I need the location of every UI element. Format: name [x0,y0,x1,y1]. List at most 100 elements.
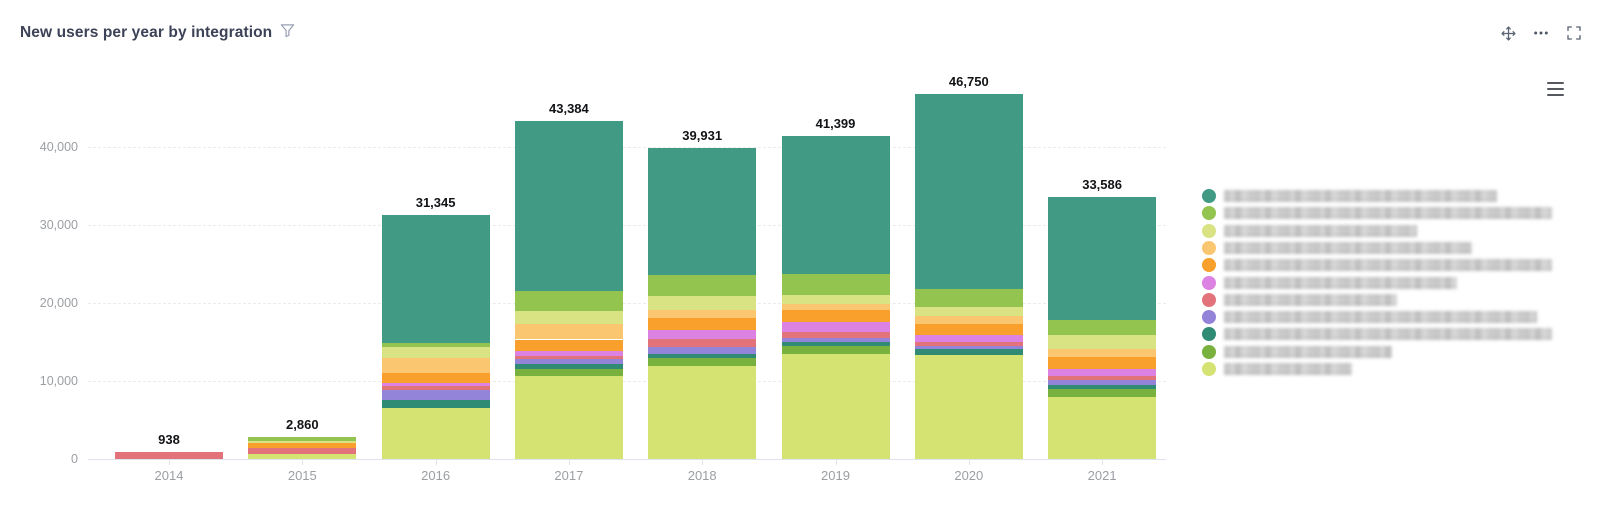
bar-segment[interactable] [381,214,490,343]
bar-segment[interactable] [1048,335,1157,349]
y-axis-label: 10,000 [39,374,78,388]
legend-item-dot[interactable] [1202,240,1216,255]
bar-segment[interactable] [648,147,757,276]
bar-segment[interactable] [514,310,623,324]
bar-segment[interactable] [781,136,890,274]
bar-segment[interactable] [781,342,890,346]
bar-segment[interactable] [1048,356,1157,369]
bar-segment[interactable] [914,345,1023,350]
bar-segment[interactable] [648,296,757,310]
bar-segment[interactable] [648,366,757,459]
bar-segment[interactable] [781,345,890,354]
bar-segment[interactable] [1048,197,1157,320]
bar-segment[interactable] [914,334,1023,343]
legend-item-dot[interactable] [1202,258,1216,273]
bar-segment[interactable] [514,355,623,359]
legend-item-dot[interactable] [1202,223,1216,238]
bar-segment[interactable] [781,303,890,310]
bar-segment[interactable] [514,339,623,351]
legend-item-label-redacted[interactable] [1224,207,1552,220]
bar-segment[interactable] [781,331,890,338]
legend-item-label-redacted[interactable] [1224,345,1392,358]
bar-segment[interactable] [914,316,1023,324]
bar-segment[interactable] [648,317,757,331]
legend-item-label-redacted[interactable] [1224,259,1552,272]
bar-segment[interactable] [914,355,1023,459]
bar-segment[interactable] [514,375,623,459]
x-axis-label: 2021 [1087,468,1117,483]
bar-segment[interactable] [381,373,490,383]
bar-segment[interactable] [1048,375,1157,380]
legend-item-label-redacted[interactable] [1224,293,1397,306]
legend-item-label-redacted[interactable] [1224,311,1537,324]
fullscreen-icon[interactable] [1565,24,1583,42]
bar-segment[interactable] [781,337,890,343]
bar-segment[interactable] [914,349,1023,356]
bar-segment[interactable] [381,382,490,387]
legend-item-dot[interactable] [1202,206,1216,221]
bar-segment[interactable] [381,342,490,348]
bar-segment[interactable] [648,339,757,348]
bar-segment[interactable] [248,454,357,459]
bar-segment[interactable] [381,358,490,374]
bar-segment[interactable] [914,323,1023,335]
bar-segment[interactable] [381,399,490,409]
bar-segment[interactable] [914,94,1023,290]
bar-segment[interactable] [514,323,623,340]
bar-segment[interactable] [248,441,357,444]
bar-segment[interactable] [514,368,623,376]
bar-segment[interactable] [781,322,890,332]
legend-item-dot[interactable] [1202,362,1216,376]
bar-segment[interactable] [648,358,757,367]
bar-segment[interactable] [1048,319,1157,336]
bar-segment[interactable] [1048,368,1157,376]
legend-item-dot[interactable] [1202,327,1216,342]
bar-segment[interactable] [648,354,757,359]
legend-item-label-redacted[interactable] [1224,241,1472,254]
bar-segment[interactable] [914,289,1023,307]
bar-segment[interactable] [648,309,757,318]
bar-segment[interactable] [514,350,623,356]
move-icon[interactable] [1499,24,1517,42]
legend-item-dot[interactable] [1202,310,1216,325]
bar-segment[interactable] [381,390,490,400]
legend-item-dot[interactable] [1202,292,1216,307]
bar-segment[interactable] [781,309,890,323]
bar-segment[interactable] [648,330,757,340]
bar-segment[interactable] [1048,379,1157,385]
bar-total-label: 41,399 [815,116,856,132]
bar-segment[interactable] [1048,348,1157,357]
more-options-icon[interactable] [1532,24,1550,42]
bar-segment[interactable] [914,342,1023,346]
bar-segment[interactable] [781,273,890,295]
bar-segment[interactable] [514,120,623,292]
bar-segment[interactable] [248,443,357,449]
bar-segment[interactable] [781,353,890,459]
bar-segment[interactable] [514,291,623,311]
bar-segment[interactable] [115,451,223,459]
bar-segment[interactable] [381,347,490,359]
legend-item-label-redacted[interactable] [1224,328,1552,341]
bar-segment[interactable] [1048,396,1157,459]
bar-segment[interactable] [781,294,890,304]
bar-segment[interactable] [381,386,490,391]
bar-segment[interactable] [248,448,357,454]
bar-segment[interactable] [1048,389,1157,397]
filter-icon[interactable] [280,23,295,43]
bar-segment[interactable] [914,306,1023,317]
bar-segment[interactable] [514,363,623,369]
bar-segment[interactable] [381,408,490,459]
legend-item-dot[interactable] [1202,189,1216,203]
bar-segment[interactable] [514,358,623,364]
legend-item-dot[interactable] [1202,344,1216,359]
legend-item-label-redacted[interactable] [1224,190,1497,202]
bar-segment[interactable] [648,347,757,355]
chart-menu-icon[interactable] [1547,82,1564,96]
bar-segment[interactable] [1048,384,1157,390]
legend-item-label-redacted[interactable] [1224,276,1457,289]
bar-segment[interactable] [248,436,357,442]
legend-item-label-redacted[interactable] [1224,224,1417,237]
bar-segment[interactable] [648,275,757,297]
legend-item-label-redacted[interactable] [1224,363,1352,375]
legend-item-dot[interactable] [1202,275,1216,290]
